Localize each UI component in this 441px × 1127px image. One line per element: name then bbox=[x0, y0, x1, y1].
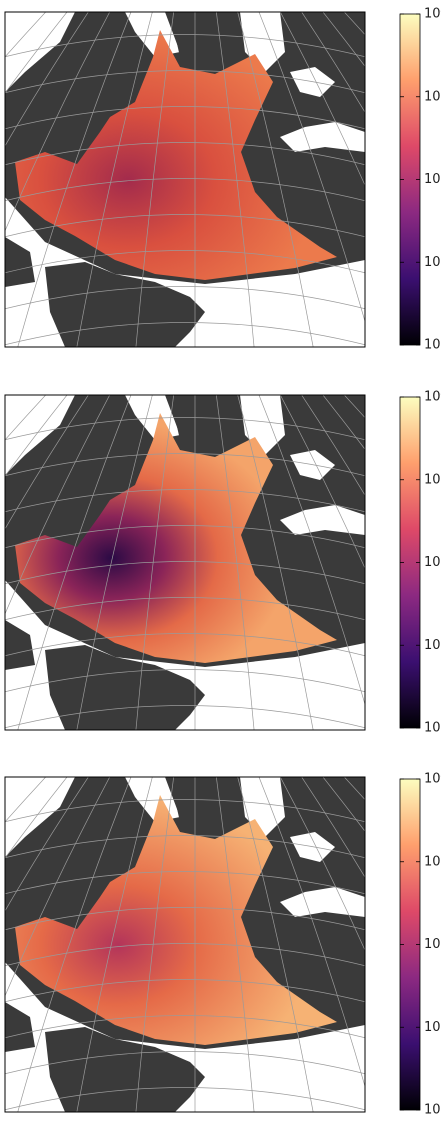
colorbar-tick-label: 10³ bbox=[424, 472, 441, 487]
colorbar-tick-label: 10² bbox=[424, 937, 441, 952]
colorbar-tick-label: 10⁴ bbox=[424, 7, 441, 22]
map-frame bbox=[4, 394, 366, 731]
panel bbox=[4, 11, 366, 348]
panel bbox=[4, 394, 366, 731]
colorbar-tick-label: 10¹ bbox=[424, 255, 441, 270]
colorbar-tick-label: 10¹ bbox=[424, 638, 441, 653]
colorbar-tick-label: 10² bbox=[424, 172, 441, 187]
map-frame bbox=[4, 11, 366, 348]
colorbar-tick-label: 10⁰ bbox=[424, 1103, 441, 1118]
map-frame bbox=[4, 776, 366, 1113]
colorbar-tick-label: 10³ bbox=[424, 89, 441, 104]
colorbar-tick-label: 10⁰ bbox=[424, 721, 441, 736]
colorbar-tick-label: 10⁴ bbox=[424, 772, 441, 787]
colorbar-tick-label: 10³ bbox=[424, 854, 441, 869]
panel bbox=[4, 776, 366, 1113]
colorbar-tick-label: 10⁰ bbox=[424, 338, 441, 353]
colorbar-tick-label: 10¹ bbox=[424, 1020, 441, 1035]
colorbar-tick-label: 10² bbox=[424, 555, 441, 570]
colorbar-tick-label: 10⁴ bbox=[424, 390, 441, 405]
